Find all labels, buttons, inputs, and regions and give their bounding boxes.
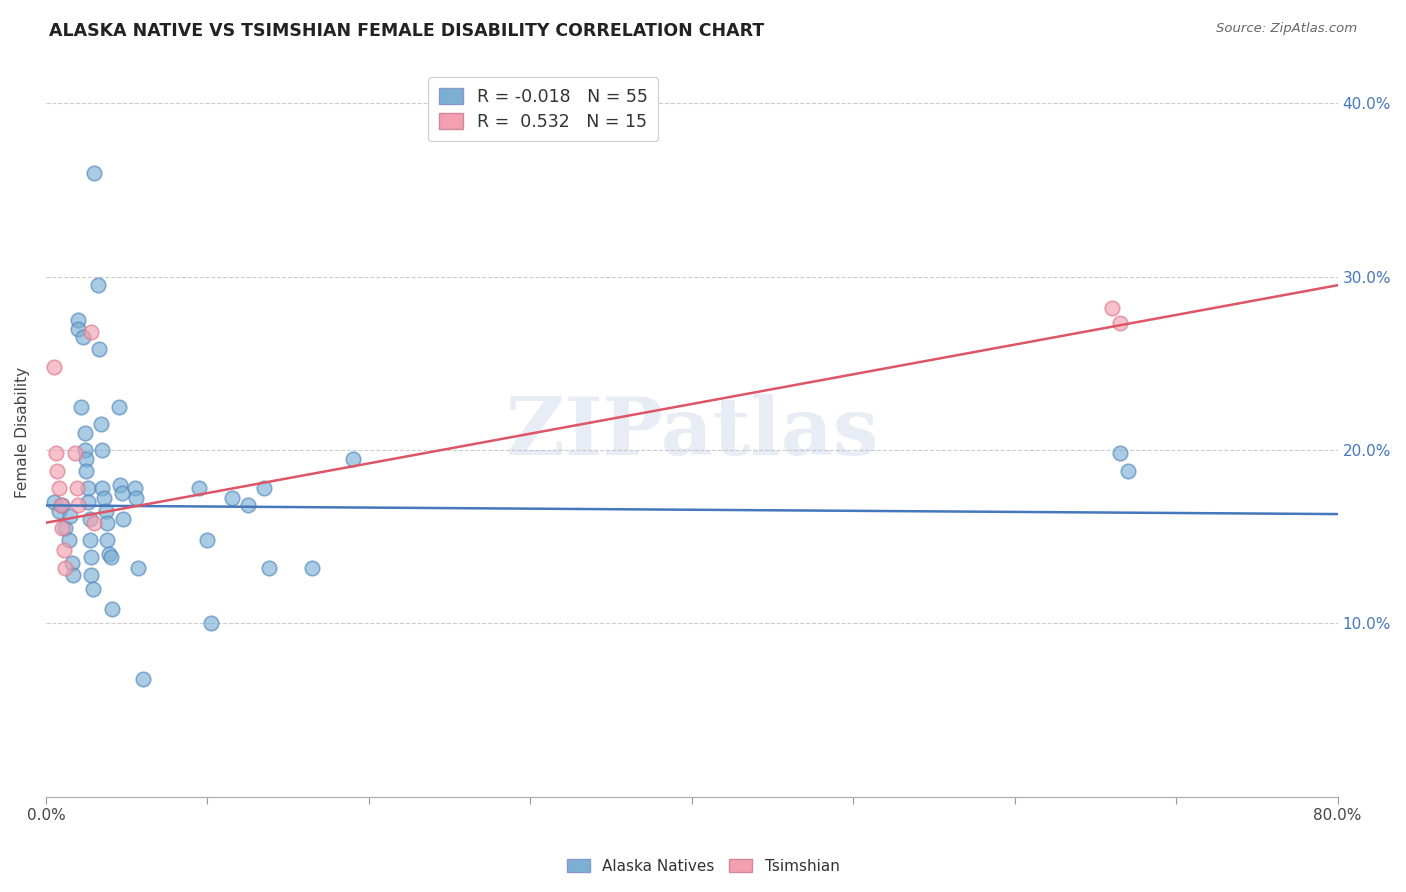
Point: [342, 451, 364, 466]
Point: [100, 550, 122, 565]
Point: [46, 464, 69, 478]
Point: [66, 481, 89, 495]
Point: [49, 499, 72, 513]
Point: [83, 516, 105, 530]
Point: [1108, 446, 1130, 460]
Point: [253, 481, 276, 495]
Point: [52, 543, 75, 558]
Text: ALASKA NATIVE VS TSIMSHIAN FEMALE DISABILITY CORRELATION CHART: ALASKA NATIVE VS TSIMSHIAN FEMALE DISABI…: [49, 22, 765, 40]
Point: [90, 417, 112, 431]
Point: [200, 616, 222, 631]
Point: [301, 561, 323, 575]
Point: [45, 446, 67, 460]
Point: [97, 547, 120, 561]
Text: ZIPatlas: ZIPatlas: [506, 393, 877, 472]
Point: [67, 499, 90, 513]
Point: [53, 561, 76, 575]
Point: [59, 508, 82, 523]
Point: [125, 491, 148, 506]
Point: [236, 499, 259, 513]
Point: [91, 442, 114, 457]
Point: [96, 516, 118, 530]
Point: [83, 165, 105, 179]
Point: [93, 491, 115, 506]
Point: [42, 359, 65, 374]
Point: [79, 512, 101, 526]
Y-axis label: Female Disability: Female Disability: [15, 367, 30, 498]
Point: [127, 561, 149, 575]
Point: [77, 495, 100, 509]
Point: [80, 550, 103, 565]
Point: [257, 561, 280, 575]
Legend: R = -0.018   N = 55, R =  0.532   N = 15: R = -0.018 N = 55, R = 0.532 N = 15: [429, 78, 658, 142]
Point: [111, 486, 134, 500]
Point: [75, 451, 97, 466]
Point: [107, 400, 129, 414]
Point: [53, 521, 76, 535]
Point: [112, 512, 135, 526]
Text: Source: ZipAtlas.com: Source: ZipAtlas.com: [1216, 22, 1357, 36]
Point: [51, 521, 73, 535]
Point: [94, 503, 117, 517]
Point: [48, 503, 70, 517]
Point: [89, 343, 111, 357]
Legend: Alaska Natives, Tsimshian: Alaska Natives, Tsimshian: [561, 853, 845, 880]
Point: [80, 567, 103, 582]
Point: [80, 325, 103, 339]
Point: [60, 556, 83, 570]
Point: [62, 567, 84, 582]
Point: [132, 672, 155, 686]
Point: [1101, 301, 1123, 315]
Point: [67, 313, 90, 327]
Point: [77, 481, 100, 495]
Point: [79, 533, 101, 547]
Point: [1116, 464, 1139, 478]
Point: [91, 481, 114, 495]
Point: [75, 464, 97, 478]
Point: [48, 481, 70, 495]
Point: [101, 602, 124, 616]
Point: [124, 481, 146, 495]
Point: [58, 533, 80, 547]
Point: [72, 330, 94, 344]
Point: [82, 582, 104, 596]
Point: [110, 477, 132, 491]
Point: [70, 400, 93, 414]
Point: [67, 321, 90, 335]
Point: [221, 491, 243, 506]
Point: [188, 481, 211, 495]
Point: [73, 442, 96, 457]
Point: [1108, 317, 1130, 331]
Point: [51, 499, 73, 513]
Point: [96, 533, 118, 547]
Point: [73, 425, 96, 440]
Point: [63, 446, 86, 460]
Point: [86, 278, 108, 293]
Point: [197, 533, 219, 547]
Point: [42, 495, 65, 509]
